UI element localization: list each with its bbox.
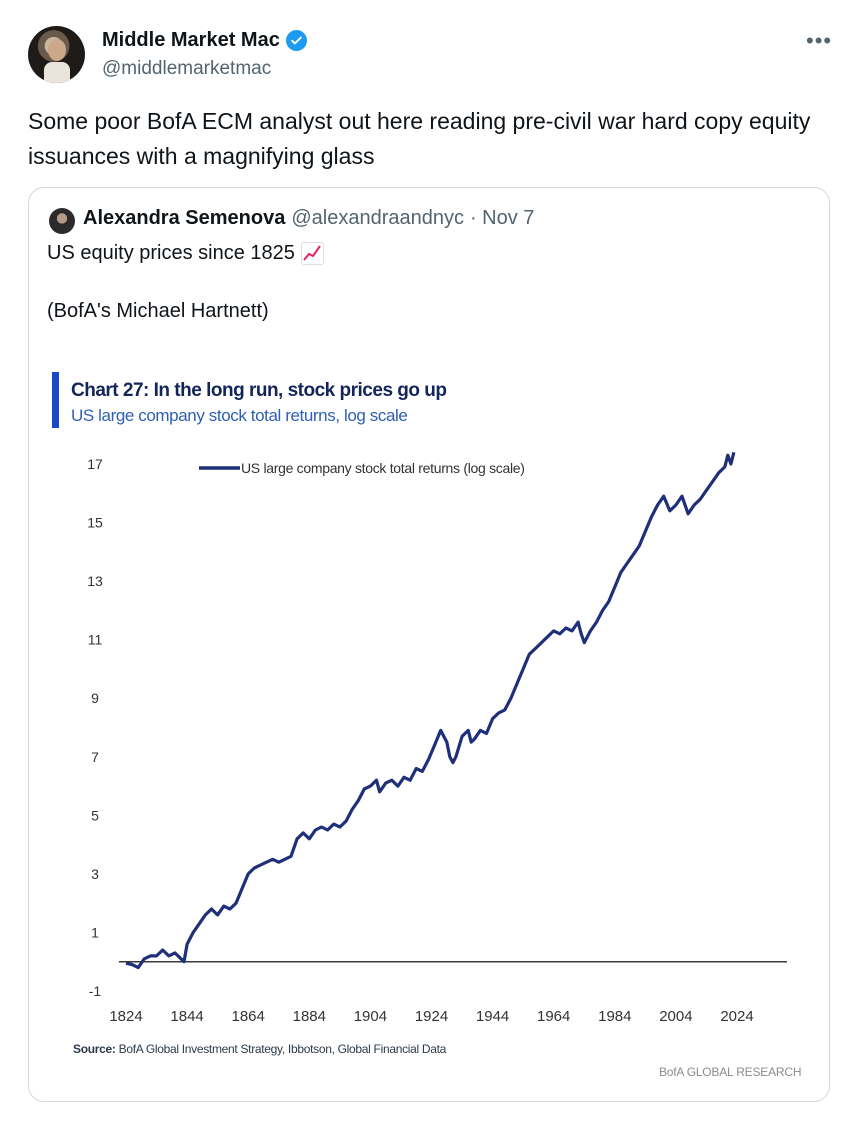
author-avatar[interactable] <box>28 26 85 83</box>
x-tick-label: 2024 <box>720 1008 753 1025</box>
y-tick-label: -1 <box>89 983 102 999</box>
y-tick-label: 5 <box>91 807 99 823</box>
x-tick-label: 2004 <box>659 1008 692 1025</box>
avatar-face <box>48 39 66 61</box>
chart-source-label: Source: <box>73 1042 116 1056</box>
series-line <box>125 451 736 970</box>
y-tick-label: 15 <box>87 515 103 531</box>
quoted-tweet-header: Alexandra Semenova @alexandraandnyc · No… <box>83 207 534 230</box>
chart-source: Source: BofA Global Investment Strategy,… <box>73 1042 446 1056</box>
chart-source-text: BofA Global Investment Strategy, Ibbotso… <box>118 1042 447 1056</box>
quoted-tweet-card[interactable]: Alexandra Semenova @alexandraandnyc · No… <box>28 187 830 1102</box>
chart-image[interactable]: Chart 27: In the long run, stock prices … <box>47 358 811 1088</box>
tweet-text: Some poor BofA ECM analyst out here read… <box>28 108 811 169</box>
y-tick-label: 13 <box>87 573 103 589</box>
quoted-author-handle[interactable]: @alexandraandnyc <box>291 207 464 229</box>
quoted-tweet-text-line2: (BofA's Michael Hartnett) <box>47 300 269 322</box>
x-tick-label: 1964 <box>537 1008 570 1025</box>
verified-badge-icon <box>285 30 307 51</box>
y-tick-label: 3 <box>91 866 99 882</box>
legend-label: US large company stock total returns (lo… <box>241 460 525 476</box>
line-chart: 17 15 13 11 9 7 5 3 1 -1 1824 1844 1864 1884 1904 1924 1… <box>87 451 787 1025</box>
x-tick-label: 1864 <box>232 1008 265 1025</box>
chart-brand: BofA GLOBAL RESEARCH <box>659 1065 802 1079</box>
quoted-tweet-text-line1-row: US equity prices since 1825 <box>47 242 324 265</box>
y-tick-label: 17 <box>87 456 103 472</box>
y-tick-label: 9 <box>91 690 99 706</box>
quoted-tweet-date[interactable]: · Nov 7 <box>469 207 535 229</box>
x-tick-label: 1984 <box>598 1008 631 1025</box>
chart-title: Chart 27: In the long run, stock prices … <box>71 380 447 401</box>
avatar-shirt <box>44 62 70 83</box>
chart-increasing-emoji-icon <box>300 242 324 265</box>
x-tick-label: 1884 <box>293 1008 326 1025</box>
x-tick-label: 1944 <box>476 1008 509 1025</box>
chart-subtitle: US large company stock total returns, lo… <box>71 406 408 425</box>
y-tick-label: 7 <box>91 749 99 765</box>
y-tick-label: 1 <box>91 924 99 940</box>
quoted-author-name[interactable]: Alexandra Semenova <box>83 207 286 229</box>
author-name[interactable]: Middle Market Mac <box>102 29 280 51</box>
chart-accent-bar <box>52 372 59 428</box>
more-options-icon[interactable]: ••• <box>806 28 833 53</box>
x-tick-label: 1824 <box>109 1008 142 1025</box>
author-handle[interactable]: @middlemarketmac <box>102 58 272 79</box>
x-tick-label: 1904 <box>354 1008 387 1025</box>
x-tick-label: 1844 <box>170 1008 203 1025</box>
x-tick-label: 1924 <box>415 1008 448 1025</box>
y-tick-label: 11 <box>88 632 103 648</box>
quoted-tweet-text-line1: US equity prices since 1825 <box>47 242 295 264</box>
quoted-author-avatar[interactable] <box>49 208 75 234</box>
author-name-row[interactable]: Middle Market Mac <box>102 29 307 52</box>
